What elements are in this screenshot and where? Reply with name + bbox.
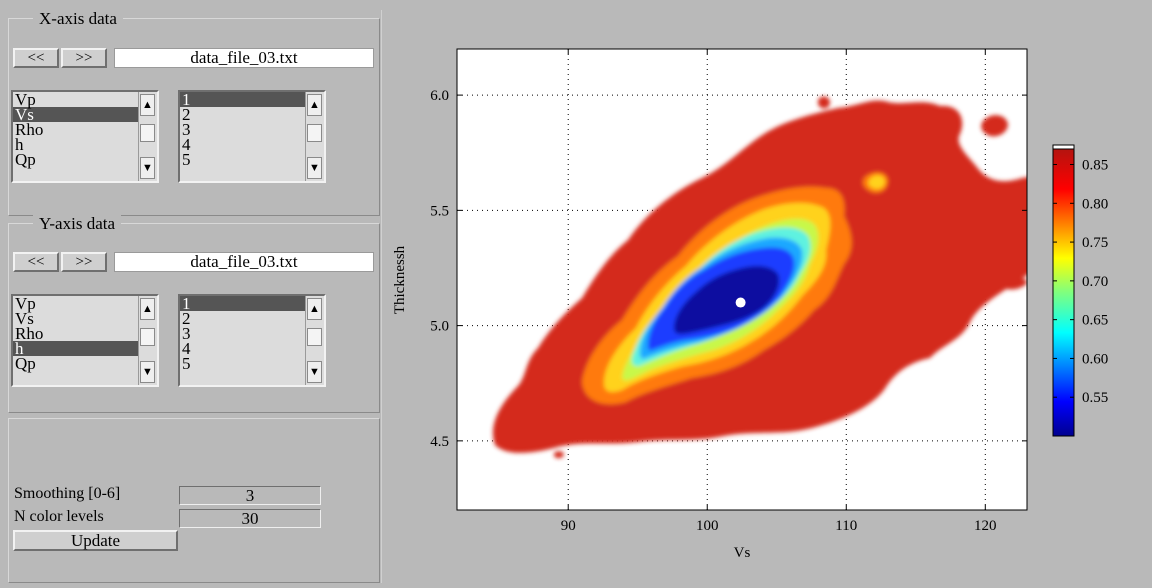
x-index-item[interactable]: 5 bbox=[182, 150, 191, 169]
x-prev-file-button[interactable]: << bbox=[13, 48, 59, 68]
colorbar-tick-label: 0.80 bbox=[1082, 196, 1108, 212]
colorbar-tick-label: 0.70 bbox=[1082, 274, 1108, 290]
y-index-item[interactable]: 5 bbox=[182, 354, 191, 373]
colorbar-tick-label: 0.65 bbox=[1082, 313, 1108, 329]
plot-area: 90 100 110 120 4.5 5.0 5.5 6.0 Vs Thicknessh 0.… bbox=[381, 10, 1152, 583]
x-index-scrollbar[interactable]: ▲ ▼ bbox=[305, 92, 324, 181]
x-variable-item[interactable]: Qp bbox=[15, 150, 36, 169]
contour-island bbox=[554, 451, 564, 459]
scroll-down-icon[interactable]: ▼ bbox=[307, 361, 322, 383]
y-tick-label: 5.0 bbox=[430, 319, 449, 335]
x-file-field[interactable]: data_file_03.txt bbox=[114, 48, 374, 68]
contour-chart[interactable]: 90 100 110 120 4.5 5.0 5.5 6.0 Vs Thicknessh 0.… bbox=[382, 10, 1152, 583]
y-tick-label: 5.5 bbox=[430, 203, 449, 219]
scroll-up-icon[interactable]: ▲ bbox=[307, 298, 322, 320]
controls-panel: Smoothing [0-6] 3 N color levels 30 Upda… bbox=[8, 418, 380, 583]
x-variable-item[interactable]: Vp bbox=[15, 90, 36, 109]
contour-spot bbox=[868, 175, 885, 189]
scroll-thumb[interactable] bbox=[140, 328, 155, 346]
contour-field bbox=[492, 96, 1027, 459]
y-prev-file-button[interactable]: << bbox=[13, 252, 59, 272]
y-variable-item[interactable]: Rho bbox=[15, 324, 44, 343]
colorbar-tick-label: 0.60 bbox=[1082, 351, 1108, 367]
y-axis-panel: Y-axis data << >> data_file_03.txt Vp Vs R… bbox=[8, 214, 380, 413]
x-next-file-button[interactable]: >> bbox=[61, 48, 107, 68]
y-tick-label: 6.0 bbox=[430, 88, 449, 104]
contour-level-darkblue bbox=[674, 266, 780, 334]
y-variable-scrollbar[interactable]: ▲ ▼ bbox=[138, 296, 157, 385]
x-variable-item[interactable]: Vs bbox=[13, 106, 138, 123]
colorbar-gradient bbox=[1052, 148, 1075, 437]
y-index-item[interactable]: 3 bbox=[182, 324, 191, 343]
x-tick-label: 120 bbox=[974, 518, 997, 534]
y-index-item[interactable]: 2 bbox=[182, 309, 191, 328]
x-variable-item[interactable]: h bbox=[15, 135, 24, 154]
scroll-up-icon[interactable]: ▲ bbox=[140, 298, 155, 320]
x-tick-label: 90 bbox=[561, 518, 576, 534]
x-index-item[interactable]: 1 bbox=[180, 92, 305, 108]
contour-island bbox=[1000, 275, 1027, 290]
x-tick-label: 100 bbox=[696, 518, 719, 534]
y-axis-label: Thicknessh bbox=[392, 245, 408, 314]
color-levels-label: N color levels bbox=[14, 508, 104, 525]
y-variable-item[interactable]: h bbox=[13, 340, 138, 357]
scroll-up-icon[interactable]: ▲ bbox=[140, 94, 155, 116]
y-next-file-button[interactable]: >> bbox=[61, 252, 107, 272]
x-axis-panel: X-axis data << >> data_file_03.txt Vp Vs R… bbox=[8, 9, 380, 216]
y-index-item[interactable]: 4 bbox=[182, 339, 191, 358]
x-tick-label: 110 bbox=[835, 518, 857, 534]
scroll-up-icon[interactable]: ▲ bbox=[307, 94, 322, 116]
x-variable-scrollbar[interactable]: ▲ ▼ bbox=[138, 92, 157, 181]
y-variable-item[interactable]: Vs bbox=[15, 309, 34, 328]
contour-island bbox=[981, 115, 1008, 137]
scroll-thumb[interactable] bbox=[307, 328, 322, 346]
x-axis-label: Vs bbox=[734, 545, 751, 561]
scroll-down-icon[interactable]: ▼ bbox=[307, 157, 322, 179]
axes-frame bbox=[456, 48, 1028, 511]
x-index-item[interactable]: 4 bbox=[182, 135, 191, 154]
colorbar-tick-label: 0.55 bbox=[1082, 390, 1108, 406]
smoothing-label: Smoothing [0-6] bbox=[14, 485, 121, 502]
y-file-field[interactable]: data_file_03.txt bbox=[114, 252, 374, 272]
scroll-down-icon[interactable]: ▼ bbox=[140, 361, 155, 383]
colorbar-tick-label: 0.85 bbox=[1082, 158, 1108, 174]
y-variable-list[interactable]: Vp Vs Rho h Qp ▲ ▼ bbox=[11, 294, 159, 387]
y-tick-label: 4.5 bbox=[430, 434, 449, 450]
color-levels-field[interactable]: 30 bbox=[179, 509, 321, 528]
y-index-item[interactable]: 1 bbox=[180, 296, 305, 312]
x-axis-panel-title: X-axis data bbox=[33, 9, 123, 29]
scroll-thumb[interactable] bbox=[140, 124, 155, 142]
y-index-scrollbar[interactable]: ▲ ▼ bbox=[305, 296, 324, 385]
y-variable-item[interactable]: Qp bbox=[15, 354, 36, 373]
colorbar-tick-label: 0.75 bbox=[1082, 235, 1108, 251]
smoothing-field[interactable]: 3 bbox=[179, 486, 321, 505]
x-variable-list[interactable]: Vp Vs Rho h Qp ▲ ▼ bbox=[11, 90, 159, 183]
minimum-marker bbox=[735, 297, 746, 308]
y-variable-item[interactable]: Vp bbox=[15, 294, 36, 313]
scroll-thumb[interactable] bbox=[307, 124, 322, 142]
contour-island bbox=[818, 96, 830, 109]
update-button[interactable]: Update bbox=[13, 530, 178, 551]
x-index-item[interactable]: 3 bbox=[182, 120, 191, 139]
x-variable-item[interactable]: Rho bbox=[15, 120, 44, 139]
x-index-item[interactable]: 2 bbox=[182, 105, 191, 124]
axis-ticks: 90 100 110 120 4.5 5.0 5.5 6.0 bbox=[430, 49, 1027, 534]
colorbar: 0.55 0.60 0.65 0.70 0.75 0.80 0.85 bbox=[1052, 144, 1108, 437]
y-axis-panel-title: Y-axis data bbox=[33, 214, 122, 234]
colorbar-cap bbox=[1052, 144, 1075, 150]
scroll-down-icon[interactable]: ▼ bbox=[140, 157, 155, 179]
